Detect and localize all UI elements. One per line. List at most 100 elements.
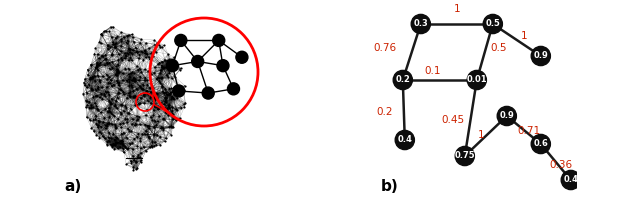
Point [124, 73, 134, 76]
Point [150, 97, 160, 100]
Point [167, 109, 177, 113]
Point [131, 87, 141, 91]
Point [116, 140, 127, 143]
Point [135, 75, 145, 78]
Point [141, 89, 152, 93]
Point [116, 31, 127, 34]
Point [140, 68, 150, 71]
Point [88, 75, 98, 79]
Point [129, 168, 139, 171]
Point [100, 29, 111, 32]
Point [166, 133, 176, 136]
Point [168, 97, 179, 101]
Point [146, 72, 156, 75]
Point [116, 40, 127, 43]
Point [87, 77, 97, 80]
Point [118, 90, 128, 93]
Circle shape [412, 14, 431, 34]
Point [135, 85, 145, 88]
Point [111, 65, 122, 68]
Point [150, 50, 161, 53]
Point [93, 74, 103, 77]
Point [164, 93, 175, 96]
Point [141, 41, 151, 45]
Point [102, 110, 113, 113]
Point [132, 135, 142, 138]
Point [111, 99, 121, 102]
Point [170, 60, 180, 64]
Point [127, 148, 138, 151]
Point [158, 128, 168, 131]
Point [157, 76, 167, 80]
Point [96, 92, 106, 95]
Point [120, 57, 130, 60]
Point [137, 87, 147, 91]
Point [120, 67, 131, 70]
Point [145, 96, 156, 100]
Point [112, 79, 122, 82]
Circle shape [483, 14, 502, 34]
Point [102, 90, 113, 94]
Point [149, 133, 159, 136]
Point [137, 50, 147, 53]
Point [140, 50, 150, 53]
Point [140, 93, 150, 96]
Point [156, 81, 166, 84]
Point [88, 88, 98, 91]
Point [116, 111, 126, 114]
Point [104, 131, 114, 134]
Point [146, 52, 156, 55]
Point [145, 146, 155, 149]
Point [149, 133, 159, 136]
Point [86, 127, 97, 130]
Point [86, 106, 97, 109]
Point [95, 78, 105, 82]
Point [102, 62, 113, 65]
Point [175, 87, 186, 90]
Point [108, 41, 118, 44]
Point [166, 125, 176, 128]
Point [143, 99, 153, 102]
Point [97, 32, 107, 35]
Point [143, 127, 154, 130]
Point [140, 102, 150, 105]
Circle shape [227, 83, 239, 95]
Point [124, 80, 134, 84]
Point [136, 96, 146, 100]
Point [106, 102, 116, 105]
Point [125, 51, 135, 54]
Point [136, 38, 147, 41]
Point [138, 58, 148, 61]
Point [179, 103, 189, 106]
Point [124, 59, 134, 62]
Point [130, 78, 140, 81]
Point [125, 91, 136, 94]
Text: 0.4: 0.4 [397, 136, 412, 144]
Point [180, 101, 191, 104]
Point [156, 45, 166, 49]
Point [116, 38, 126, 41]
Point [166, 91, 176, 94]
Point [93, 119, 104, 122]
Point [90, 95, 100, 98]
Point [153, 63, 163, 66]
Point [140, 123, 150, 126]
Point [180, 84, 190, 87]
Point [132, 50, 142, 54]
Point [129, 76, 139, 80]
Point [134, 102, 144, 105]
Point [156, 77, 166, 80]
Point [143, 136, 154, 139]
Point [170, 75, 180, 78]
Point [159, 103, 170, 106]
Point [157, 84, 168, 87]
Point [86, 63, 96, 66]
Point [134, 53, 145, 56]
Point [162, 74, 172, 77]
Point [152, 106, 162, 109]
Point [97, 86, 107, 89]
Point [113, 58, 124, 62]
Point [92, 63, 102, 67]
Point [163, 75, 173, 78]
Point [164, 125, 175, 128]
